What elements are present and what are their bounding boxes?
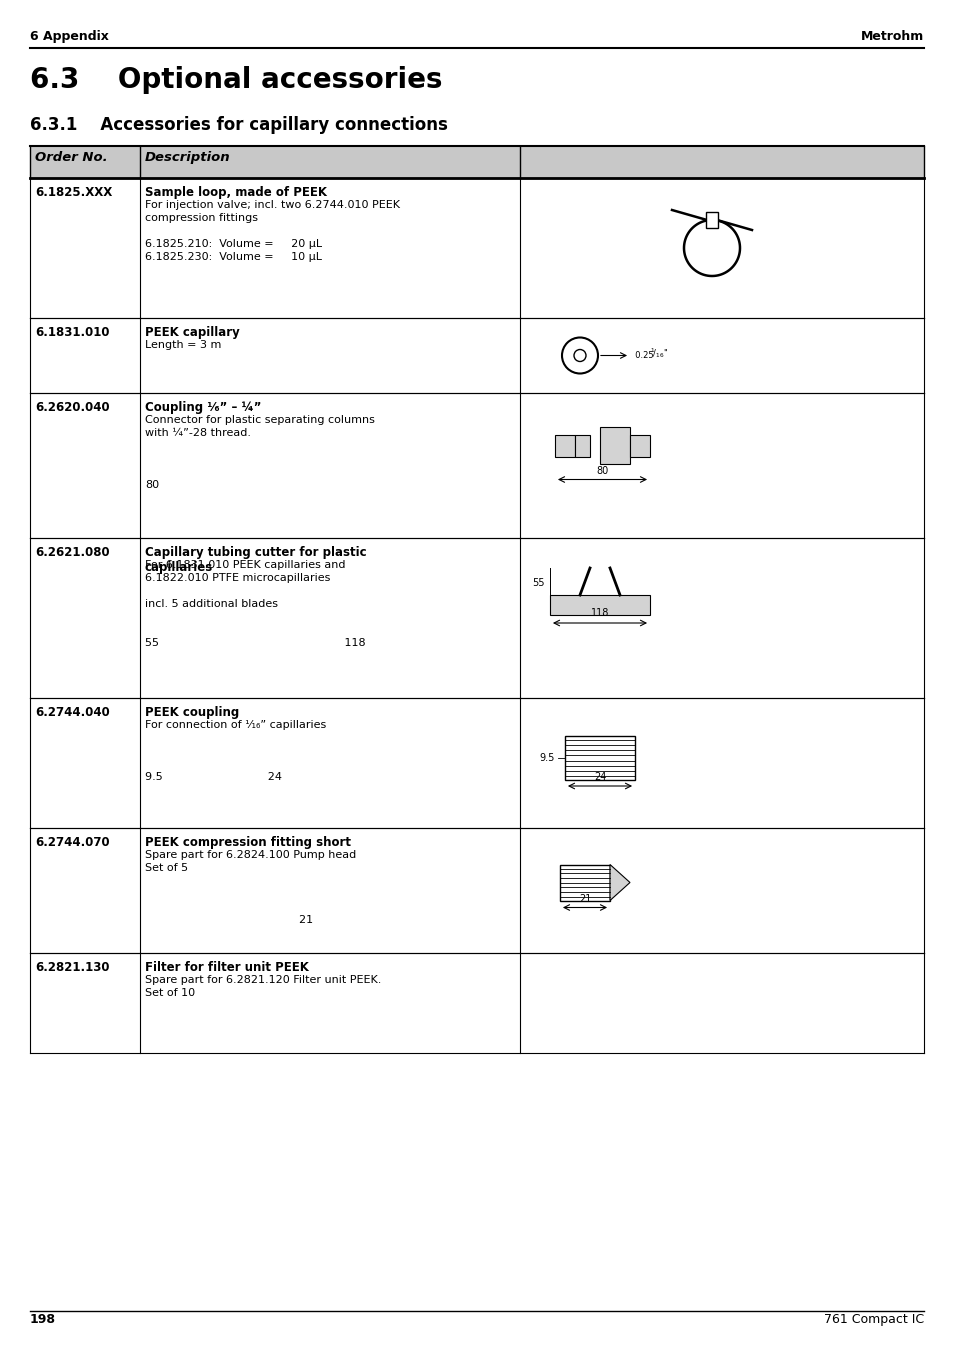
Text: 21: 21 (145, 915, 313, 925)
Text: 6.1825.230:  Volume =     10 μL: 6.1825.230: Volume = 10 μL (145, 253, 322, 262)
Text: PEEK coupling: PEEK coupling (145, 707, 239, 719)
Text: PEEK compression fitting short: PEEK compression fitting short (145, 836, 351, 848)
Text: For connection of ¹⁄₁₆” capillaries: For connection of ¹⁄₁₆” capillaries (145, 720, 326, 730)
Text: 6.2744.070: 6.2744.070 (35, 836, 110, 848)
Text: with ¼”-28 thread.: with ¼”-28 thread. (145, 428, 251, 438)
Text: Spare part for 6.2821.120 Filter unit PEEK.: Spare part for 6.2821.120 Filter unit PE… (145, 975, 381, 985)
Text: Description: Description (145, 151, 231, 163)
Text: 9.5: 9.5 (539, 753, 555, 763)
Text: PEEK capillary: PEEK capillary (145, 326, 239, 339)
Bar (629, 435, 649, 457)
Text: Filter for filter unit PEEK: Filter for filter unit PEEK (145, 961, 309, 974)
Text: 6.2620.040: 6.2620.040 (35, 401, 110, 413)
Text: 6.2821.130: 6.2821.130 (35, 961, 110, 974)
Text: 80: 80 (596, 466, 608, 476)
Bar (575, 435, 589, 457)
Text: 24: 24 (593, 771, 605, 782)
Bar (30, 828, 923, 952)
Text: 55: 55 (532, 578, 544, 588)
Bar (30, 698, 923, 828)
Text: 0.25: 0.25 (629, 351, 653, 359)
Text: Coupling ¹⁄₆” – ¼”: Coupling ¹⁄₆” – ¼” (145, 401, 261, 413)
Text: 21: 21 (578, 893, 591, 904)
Text: Sample loop, made of PEEK: Sample loop, made of PEEK (145, 186, 327, 199)
Bar (559, 865, 609, 901)
Text: Set of 10: Set of 10 (145, 988, 195, 998)
Text: 55                                                     118: 55 118 (145, 638, 365, 648)
Text: Metrohm: Metrohm (860, 30, 923, 43)
Text: 198: 198 (30, 1313, 56, 1325)
Text: Capillary tubing cutter for plastic
capillaries: Capillary tubing cutter for plastic capi… (145, 546, 366, 574)
Bar (30, 952, 923, 1052)
Text: 6.1825.XXX: 6.1825.XXX (35, 186, 112, 199)
Text: 6.3.1    Accessories for capillary connections: 6.3.1 Accessories for capillary connecti… (30, 116, 447, 134)
Text: 6.1825.210:  Volume =     20 μL: 6.1825.210: Volume = 20 μL (145, 239, 322, 249)
Text: 6.2621.080: 6.2621.080 (35, 546, 110, 559)
Text: 6.3    Optional accessories: 6.3 Optional accessories (30, 66, 442, 95)
Text: For 6.1831.010 PEEK capillaries and: For 6.1831.010 PEEK capillaries and (145, 561, 345, 570)
Text: 6 Appendix: 6 Appendix (30, 30, 109, 43)
Text: Length = 3 m: Length = 3 m (145, 340, 221, 350)
Bar (705, 212, 718, 228)
Text: Set of 5: Set of 5 (145, 863, 188, 873)
Text: 80: 80 (145, 480, 159, 490)
Text: $^1\!/_{16}$": $^1\!/_{16}$" (649, 347, 668, 361)
Text: 6.1831.010: 6.1831.010 (35, 326, 110, 339)
Bar (30, 393, 923, 538)
Text: For injection valve; incl. two 6.2744.010 PEEK: For injection valve; incl. two 6.2744.01… (145, 200, 399, 209)
Text: 761 Compact IC: 761 Compact IC (823, 1313, 923, 1325)
Bar (30, 317, 923, 393)
Text: 118: 118 (590, 608, 609, 617)
Text: compression fittings: compression fittings (145, 213, 257, 223)
Bar (564, 736, 635, 780)
Text: Spare part for 6.2824.100 Pump head: Spare part for 6.2824.100 Pump head (145, 850, 355, 861)
Bar (30, 538, 923, 698)
Polygon shape (609, 865, 629, 901)
Text: Connector for plastic separating columns: Connector for plastic separating columns (145, 415, 375, 426)
Bar (599, 427, 629, 463)
Bar (30, 178, 923, 317)
Text: 9.5                              24: 9.5 24 (145, 771, 282, 782)
Text: 6.2744.040: 6.2744.040 (35, 707, 110, 719)
Text: incl. 5 additional blades: incl. 5 additional blades (145, 598, 277, 609)
Text: 6.1822.010 PTFE microcapillaries: 6.1822.010 PTFE microcapillaries (145, 573, 330, 584)
Bar (550, 594, 649, 615)
Bar (555, 435, 575, 457)
Text: Order No.: Order No. (35, 151, 108, 163)
Bar (30, 146, 923, 178)
